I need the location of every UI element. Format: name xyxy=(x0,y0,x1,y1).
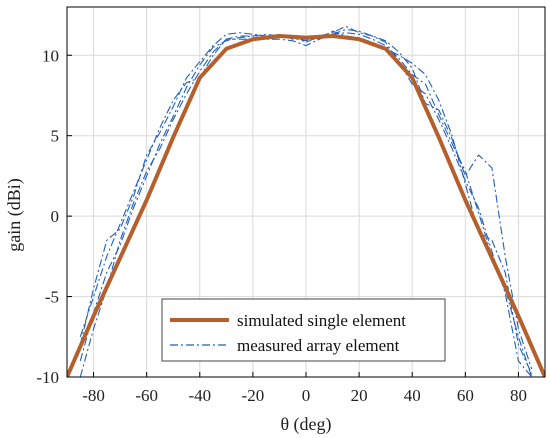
series-line-0 xyxy=(67,34,545,377)
x-axis-label: θ (deg) xyxy=(280,414,331,435)
y-tick-label: 5 xyxy=(51,127,60,146)
x-tick-label: 20 xyxy=(351,386,368,405)
x-tick-label: -80 xyxy=(82,386,105,405)
y-tick-label: -10 xyxy=(36,368,59,387)
x-tick-label: 60 xyxy=(457,386,474,405)
x-tick-label: 40 xyxy=(404,386,421,405)
x-tick-label: -60 xyxy=(135,386,158,405)
x-tick-label: -40 xyxy=(188,386,211,405)
series-group xyxy=(67,25,545,377)
series-line-4 xyxy=(79,25,533,377)
legend-label-measured: measured array element xyxy=(237,336,400,355)
y-tick-label: 10 xyxy=(42,46,59,65)
ticks: -80 -60 -40 -20 0 20 40 60 80 -10 -5 0 5 10 xyxy=(36,46,527,405)
legend-box xyxy=(161,298,446,362)
y-tick-label: 0 xyxy=(51,207,60,226)
legend-label-simulated: simulated single element xyxy=(237,311,406,330)
legend: simulated single element measured array … xyxy=(161,298,446,362)
grid xyxy=(67,7,545,378)
y-axis-label: gain (dBi) xyxy=(4,178,25,252)
x-tick-label: -20 xyxy=(242,386,265,405)
series-line-2 xyxy=(79,28,533,370)
x-tick-label: 80 xyxy=(510,386,527,405)
x-tick-label: 0 xyxy=(302,386,311,405)
y-tick-label: -5 xyxy=(45,288,59,307)
